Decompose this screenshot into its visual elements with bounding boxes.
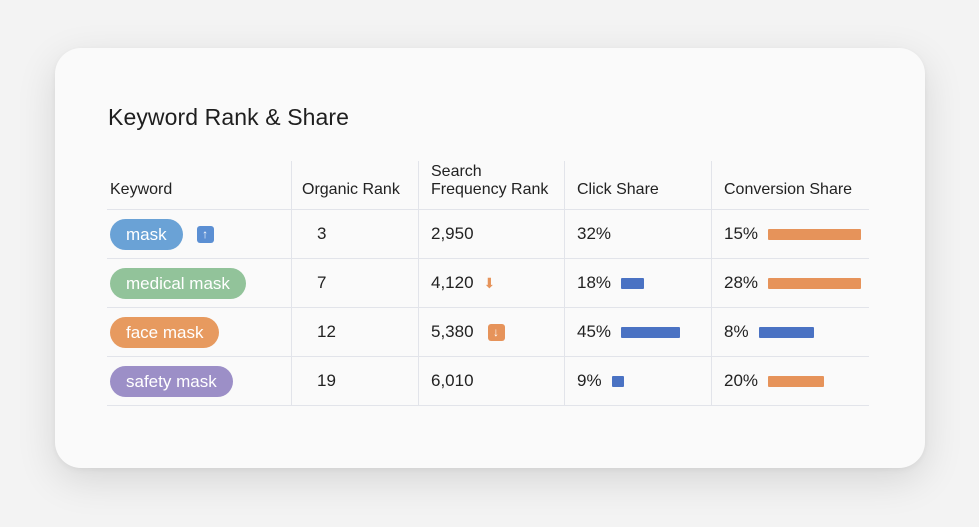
table-row[interactable]: mask ↑ 3 2,950 32% 15% xyxy=(107,210,869,259)
search-frequency-value: 5,380 xyxy=(431,322,474,341)
header-organic-rank: Organic Rank xyxy=(292,161,419,209)
table-row[interactable]: safety mask 19 6,010 9% 20% xyxy=(107,357,869,406)
header-conversion-share: Conversion Share xyxy=(724,181,853,198)
click-share-value: 32% xyxy=(577,224,612,243)
search-frequency-cell: 2,950 xyxy=(419,210,565,258)
search-frequency-value: 2,950 xyxy=(431,224,474,243)
click-share-bar xyxy=(621,326,681,338)
conversion-share-bar xyxy=(768,375,825,387)
click-share-bar xyxy=(611,375,624,387)
organic-rank-cell: 7 xyxy=(292,259,419,307)
click-share-cell: 9% xyxy=(565,357,712,405)
table-header-row: Keyword Organic Rank Search Frequency Ra… xyxy=(107,161,869,210)
header-click-share: Click Share xyxy=(565,161,712,209)
table-row[interactable]: medical mask 7 4,120 ⬇ 18% 28% xyxy=(107,259,869,308)
keyword-cell: medical mask xyxy=(107,259,292,307)
organic-rank-value: 12 xyxy=(317,322,336,341)
search-frequency-value: 4,120 xyxy=(431,273,474,292)
conversion-share-value: 15% xyxy=(724,224,759,243)
conversion-share-cell: 20% xyxy=(712,357,869,405)
header-search-frequency-line2: Frequency Rank xyxy=(431,181,549,198)
header-keyword: Keyword xyxy=(107,161,292,209)
search-frequency-cell: 6,010 xyxy=(419,357,565,405)
click-share-cell: 32% xyxy=(565,210,712,258)
table-row[interactable]: face mask 12 5,380 ↓ 45% 8% xyxy=(107,308,869,357)
click-share-cell: 45% xyxy=(565,308,712,356)
conversion-share-cell: 15% xyxy=(712,210,869,258)
search-frequency-value: 6,010 xyxy=(431,371,474,390)
click-share-bar xyxy=(621,277,645,289)
keyword-cell: safety mask xyxy=(107,357,292,405)
organic-rank-cell: 19 xyxy=(292,357,419,405)
click-share-value: 18% xyxy=(577,273,612,292)
keyword-pill[interactable]: mask xyxy=(110,218,183,250)
organic-rank-cell: 12 xyxy=(292,308,419,356)
keyword-pill[interactable]: medical mask xyxy=(110,267,246,299)
conversion-share-value: 28% xyxy=(724,273,759,292)
organic-rank-value: 3 xyxy=(317,224,327,243)
click-share-value: 9% xyxy=(577,371,602,390)
keyword-pill[interactable]: safety mask xyxy=(110,365,233,397)
keyword-table: Keyword Organic Rank Search Frequency Ra… xyxy=(107,161,869,406)
conversion-share-bar xyxy=(758,326,814,338)
conversion-share-bar xyxy=(768,228,862,240)
conversion-share-bar xyxy=(768,277,862,289)
keyword-pill[interactable]: face mask xyxy=(110,316,220,348)
arrow-down-icon: ⬇ xyxy=(483,275,496,291)
click-share-value: 45% xyxy=(577,322,612,341)
header-search-frequency-rank: Search Frequency Rank xyxy=(419,161,565,209)
arrow-up-icon: ↑ xyxy=(196,225,214,243)
organic-rank-value: 19 xyxy=(317,371,336,390)
conversion-share-value: 8% xyxy=(724,322,749,341)
keyword-rank-card: Keyword Rank & Share Keyword Organic Ran… xyxy=(55,48,925,468)
conversion-share-cell: 28% xyxy=(712,259,869,307)
header-search-frequency-line1: Search xyxy=(431,163,482,180)
click-share-cell: 18% xyxy=(565,259,712,307)
conversion-share-value: 20% xyxy=(724,371,759,390)
search-frequency-cell: 5,380 ↓ xyxy=(419,308,565,356)
arrow-down-box-icon: ↓ xyxy=(487,323,505,341)
organic-rank-cell: 3 xyxy=(292,210,419,258)
card-title: Keyword Rank & Share xyxy=(108,104,350,130)
organic-rank-value: 7 xyxy=(317,273,327,292)
keyword-cell: face mask xyxy=(107,308,292,356)
search-frequency-cell: 4,120 ⬇ xyxy=(419,259,565,307)
keyword-cell: mask ↑ xyxy=(107,210,292,258)
conversion-share-cell: 8% xyxy=(712,308,869,356)
